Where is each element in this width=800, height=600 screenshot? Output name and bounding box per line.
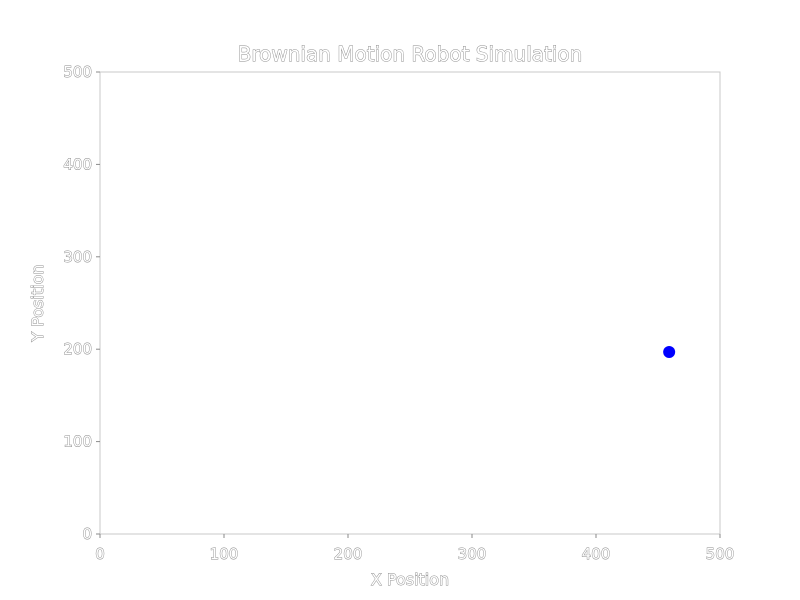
y-tick-label: 200 (63, 340, 92, 358)
x-tick-label: 200 (334, 545, 363, 563)
robot-point (663, 345, 676, 358)
y-axis: 0 100 200 300 400 500 (63, 63, 100, 543)
x-tick-label: 0 (95, 545, 105, 563)
chart-title: Brownian Motion Robot Simulation (238, 42, 583, 66)
data-points (663, 345, 676, 358)
x-tick-label: 300 (458, 545, 487, 563)
x-tick-label: 100 (210, 545, 239, 563)
x-tick-label: 400 (582, 545, 611, 563)
plot-area (99, 71, 721, 535)
y-tick-label: 100 (63, 433, 92, 451)
x-axis: 0 100 200 300 400 500 (95, 534, 735, 563)
y-axis-label: Y Position (28, 264, 47, 342)
y-tick-label: 0 (82, 525, 92, 543)
y-tick-label: 400 (63, 155, 92, 173)
y-tick-label: 300 (63, 248, 92, 266)
x-tick-label: 500 (706, 545, 735, 563)
y-tick-label: 500 (63, 63, 92, 81)
x-axis-label: X Position (371, 570, 449, 589)
